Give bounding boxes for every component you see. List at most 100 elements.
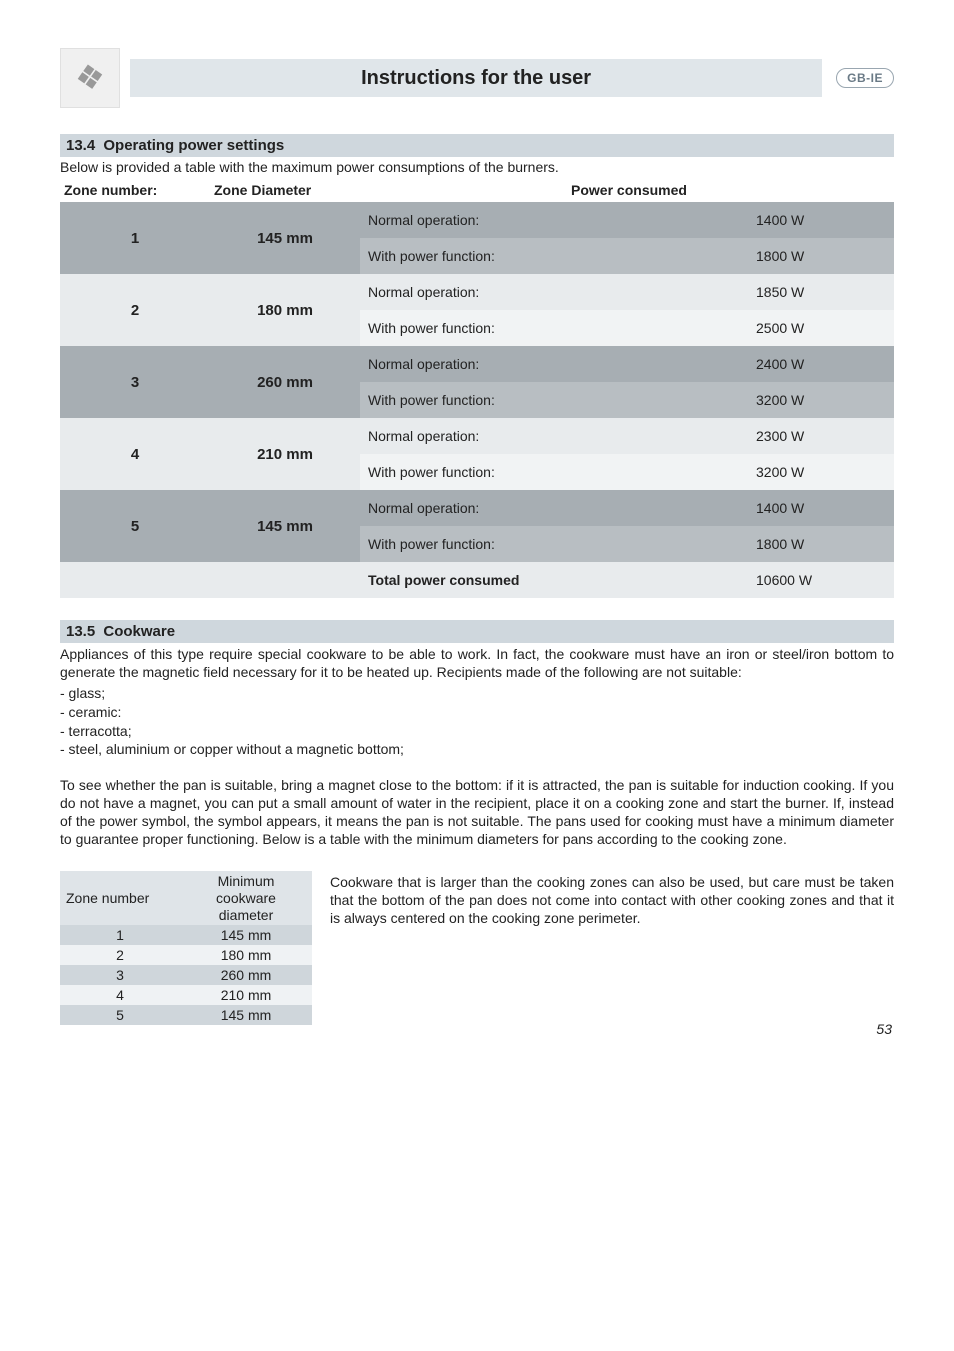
subrows: Normal operation:2400 WWith power functi… bbox=[360, 346, 894, 418]
label: With power function: bbox=[360, 238, 748, 274]
locale-badge: GB-IE bbox=[836, 68, 894, 88]
label: Normal operation: bbox=[360, 202, 748, 238]
zone-number-cell: 1 bbox=[60, 925, 180, 945]
table-row: 3260 mm bbox=[60, 965, 312, 985]
head-zone-number: Zone number bbox=[60, 871, 180, 925]
value: 1400 W bbox=[748, 202, 894, 238]
subrows: Normal operation:2300 WWith power functi… bbox=[360, 418, 894, 490]
section-heading-cookware: 13.5 Cookware bbox=[60, 620, 894, 643]
zone-number-cell: 3 bbox=[60, 346, 210, 418]
section-number: 13.5 bbox=[66, 623, 95, 640]
list-item: - ceramic: bbox=[60, 703, 894, 722]
spacer bbox=[60, 598, 894, 612]
total-value: 10600 W bbox=[748, 562, 894, 598]
value: 1800 W bbox=[748, 526, 894, 562]
head-power-consumed: Power consumed bbox=[364, 182, 894, 198]
power-total-row: Total power consumed 10600 W bbox=[60, 562, 894, 598]
min-diameter-table: Zone number Minimum cookware diameter 11… bbox=[60, 871, 312, 1025]
min-diameter-cell: 145 mm bbox=[180, 925, 312, 945]
zone-diameter-cell: 145 mm bbox=[210, 202, 360, 274]
normal-operation-row: Normal operation:1400 W bbox=[360, 490, 894, 526]
power-function-row: With power function:1800 W bbox=[360, 526, 894, 562]
zone-diameter-cell: 145 mm bbox=[210, 490, 360, 562]
page-title: Instructions for the user bbox=[130, 59, 822, 97]
total-label: Total power consumed bbox=[360, 562, 748, 598]
table-row: 2180 mmNormal operation:1850 WWith power… bbox=[60, 274, 894, 346]
list-item: - glass; bbox=[60, 684, 894, 703]
cookware-bullets: - glass;- ceramic:- terracotta;- steel, … bbox=[60, 684, 894, 760]
value: 2500 W bbox=[748, 310, 894, 346]
min-diameter-cell: 145 mm bbox=[180, 1005, 312, 1025]
normal-operation-row: Normal operation:2400 W bbox=[360, 346, 894, 382]
label: Normal operation: bbox=[360, 418, 748, 454]
value: 1800 W bbox=[748, 238, 894, 274]
power-function-row: With power function:1800 W bbox=[360, 238, 894, 274]
zone-diameter-cell: 260 mm bbox=[210, 346, 360, 418]
list-item: - terracotta; bbox=[60, 722, 894, 741]
spacer bbox=[60, 849, 894, 865]
label: With power function: bbox=[360, 310, 748, 346]
table-head: Zone number Minimum cookware diameter bbox=[60, 871, 312, 925]
value: 2300 W bbox=[748, 418, 894, 454]
power-function-row: With power function:3200 W bbox=[360, 382, 894, 418]
page-number: 53 bbox=[876, 1021, 892, 1037]
min-diameter-cell: 180 mm bbox=[180, 945, 312, 965]
subrows: Normal operation:1850 WWith power functi… bbox=[360, 274, 894, 346]
zone-diameter-cell: 180 mm bbox=[210, 274, 360, 346]
power-function-row: With power function:3200 W bbox=[360, 454, 894, 490]
power-table-head: Zone number: Zone Diameter Power consume… bbox=[60, 179, 894, 202]
label: With power function: bbox=[360, 382, 748, 418]
table-row: 4210 mm bbox=[60, 985, 312, 1005]
power-intro: Below is provided a table with the maxim… bbox=[60, 157, 894, 179]
min-diameter-cell: 260 mm bbox=[180, 965, 312, 985]
brand-logo: ❖ bbox=[60, 48, 120, 108]
normal-operation-row: Normal operation:1400 W bbox=[360, 202, 894, 238]
head-line1: Minimum cookware bbox=[216, 873, 276, 906]
flame-icon: ❖ bbox=[72, 59, 108, 98]
zone-number-cell: 3 bbox=[60, 965, 180, 985]
table-row: 1145 mmNormal operation:1400 WWith power… bbox=[60, 202, 894, 274]
zone-number-cell: 2 bbox=[60, 945, 180, 965]
table-row: 2180 mm bbox=[60, 945, 312, 965]
zone-number-cell: 4 bbox=[60, 418, 210, 490]
table-row: 4210 mmNormal operation:2300 WWith power… bbox=[60, 418, 894, 490]
label: Normal operation: bbox=[360, 490, 748, 526]
head-zone-number: Zone number: bbox=[60, 182, 214, 198]
value: 2400 W bbox=[748, 346, 894, 382]
section-title: Operating power settings bbox=[103, 137, 284, 154]
table-row: 5145 mm bbox=[60, 1005, 312, 1025]
power-function-row: With power function:2500 W bbox=[360, 310, 894, 346]
head-min-diameter: Minimum cookware diameter bbox=[180, 871, 312, 925]
label: With power function: bbox=[360, 526, 748, 562]
spacer bbox=[60, 761, 894, 777]
section-number: 13.4 bbox=[66, 137, 95, 154]
section-title: Cookware bbox=[103, 623, 175, 640]
label: Normal operation: bbox=[360, 346, 748, 382]
min-diameter-cell: 210 mm bbox=[180, 985, 312, 1005]
table-row: 3260 mmNormal operation:2400 WWith power… bbox=[60, 346, 894, 418]
zone-number-cell: 5 bbox=[60, 1005, 180, 1025]
table-row: 1145 mm bbox=[60, 925, 312, 945]
normal-operation-row: Normal operation:1850 W bbox=[360, 274, 894, 310]
zone-number-cell: 5 bbox=[60, 490, 210, 562]
list-item: - steel, aluminium or copper without a m… bbox=[60, 740, 894, 759]
page-header: ❖ Instructions for the user GB-IE bbox=[60, 48, 894, 108]
value: 1850 W bbox=[748, 274, 894, 310]
value: 3200 W bbox=[748, 454, 894, 490]
table-body: 1145 mm2180 mm3260 mm4210 mm5145 mm bbox=[60, 925, 312, 1025]
head-line2: diameter bbox=[219, 907, 273, 923]
label: Normal operation: bbox=[360, 274, 748, 310]
page: ❖ Instructions for the user GB-IE 13.4 O… bbox=[0, 0, 954, 1065]
cookware-aside: Cookware that is larger than the cooking… bbox=[330, 874, 894, 1025]
cookware-para2: To see whether the pan is suitable, brin… bbox=[60, 777, 894, 849]
value: 3200 W bbox=[748, 382, 894, 418]
zone-number-cell: 4 bbox=[60, 985, 180, 1005]
zone-diameter-cell: 210 mm bbox=[210, 418, 360, 490]
power-table: 1145 mmNormal operation:1400 WWith power… bbox=[60, 202, 894, 562]
normal-operation-row: Normal operation:2300 W bbox=[360, 418, 894, 454]
cookware-para1: Appliances of this type require special … bbox=[60, 646, 894, 682]
label: With power function: bbox=[360, 454, 748, 490]
zone-number-cell: 1 bbox=[60, 202, 210, 274]
zone-number-cell: 2 bbox=[60, 274, 210, 346]
cookware-row: Zone number Minimum cookware diameter 11… bbox=[60, 871, 894, 1025]
